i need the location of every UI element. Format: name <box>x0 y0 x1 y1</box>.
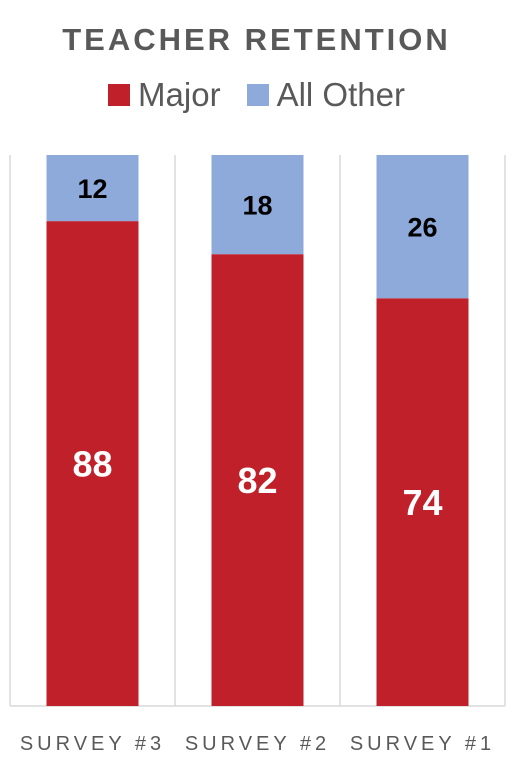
data-label-major-survey-1: 74 <box>402 482 442 523</box>
x-tick-label: SURVEY #1 <box>350 733 495 755</box>
bar-all-other-survey-3 <box>46 155 139 222</box>
legend-swatch-all-other <box>246 84 269 106</box>
chart-title: TEACHER RETENTION <box>62 22 451 57</box>
x-tick-label: SURVEY #2 <box>185 733 330 755</box>
bar-all-other-survey-2 <box>211 155 304 255</box>
bar-major-survey-3 <box>46 221 139 706</box>
legend-label-major: Major <box>138 76 221 113</box>
data-label-all-other-survey-2: 18 <box>242 190 272 220</box>
legend-label-all-other: All Other <box>276 76 405 113</box>
data-label-major-survey-2: 82 <box>237 460 277 501</box>
bar-major-survey-1 <box>376 298 469 706</box>
x-tick-label: SURVEY #3 <box>20 733 165 755</box>
legend-item-all-other: All Other <box>246 76 405 114</box>
legend-swatch-major <box>108 84 131 106</box>
legend-item-major: Major <box>108 76 221 114</box>
bar-all-other-survey-1 <box>376 155 469 299</box>
data-label-all-other-survey-1: 26 <box>407 212 437 242</box>
data-label-all-other-survey-3: 12 <box>77 174 107 204</box>
bar-major-survey-2 <box>211 254 304 706</box>
data-label-major-survey-3: 88 <box>72 444 112 485</box>
legend: Major All Other <box>0 76 513 114</box>
